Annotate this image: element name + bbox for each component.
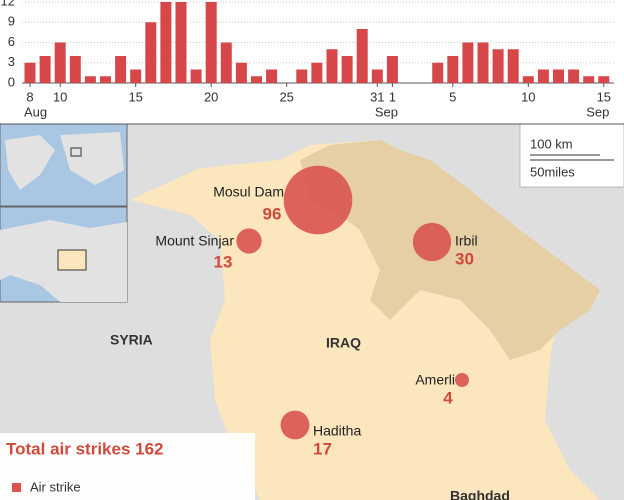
bar [341, 56, 353, 83]
x-tick-label: 10 [53, 89, 67, 104]
place-value: 17 [313, 439, 332, 458]
bar [522, 76, 534, 83]
legend-swatch [12, 483, 21, 492]
bar [537, 69, 549, 83]
bar [326, 49, 338, 83]
month-label: Sep [375, 104, 398, 119]
bar [266, 69, 278, 83]
x-tick-label: 25 [279, 89, 293, 104]
bar [115, 56, 127, 83]
scale-label: 100 km [530, 136, 573, 151]
bar [432, 62, 444, 83]
y-tick-label: 6 [8, 34, 15, 49]
y-tick-label: 3 [8, 54, 15, 69]
bar [220, 42, 232, 83]
bar [296, 69, 308, 83]
bar [39, 56, 51, 83]
bar [54, 42, 66, 83]
bar [462, 42, 474, 83]
bar [24, 62, 36, 83]
chart-background [0, 0, 624, 124]
bar [447, 56, 459, 83]
strike-bubble [455, 373, 469, 387]
bar [371, 69, 383, 83]
bar [553, 69, 564, 83]
inset-land [5, 132, 124, 190]
place-value: 13 [214, 252, 233, 271]
bar [145, 22, 157, 83]
kurdistan-area [300, 140, 600, 360]
bar [84, 76, 96, 83]
inset-marker [70, 147, 82, 157]
x-tick-label: 15 [597, 89, 611, 104]
x-tick-label: 8 [26, 89, 33, 104]
bar [598, 76, 610, 83]
legend-label: Air strike [30, 479, 81, 494]
bar [205, 2, 217, 83]
bar [69, 56, 81, 83]
bar [100, 76, 111, 83]
bar [492, 49, 504, 83]
bar [386, 56, 398, 83]
y-tick-label: 12 [1, 0, 15, 8]
place-label: Irbil [455, 233, 478, 249]
bar [583, 76, 595, 83]
place-label: Amerli [415, 372, 455, 388]
country-label: IRAQ [326, 335, 361, 351]
country-label: SYRIA [110, 332, 153, 348]
bar [190, 69, 202, 83]
place-label: Mount Sinjar [155, 233, 234, 249]
bar [477, 42, 489, 83]
bar [251, 76, 262, 83]
total-label: Total air strikes 162 [6, 439, 164, 458]
strike-bubble [283, 165, 353, 235]
bar [235, 62, 247, 83]
legend-box [0, 433, 255, 500]
strike-bubble [280, 410, 310, 440]
bar [175, 2, 187, 83]
place-value: 4 [443, 388, 453, 407]
place-label: Mosul Dam [213, 184, 284, 200]
y-tick-label: 0 [8, 74, 15, 89]
x-tick-label: 5 [449, 89, 456, 104]
x-tick-label: 1 [389, 89, 396, 104]
inset-marker [57, 249, 87, 271]
scale-label: 50miles [530, 164, 575, 179]
bar [160, 2, 172, 83]
month-label: Sep [586, 104, 609, 119]
bar [311, 62, 323, 83]
x-tick-label: 31 [370, 89, 384, 104]
bar [130, 69, 142, 83]
bar [507, 49, 519, 83]
x-tick-label: 10 [521, 89, 535, 104]
place-value: 96 [263, 204, 282, 223]
bar [568, 69, 580, 83]
x-tick-label: 15 [128, 89, 142, 104]
month-label: Aug [24, 104, 47, 119]
y-tick-label: 9 [8, 14, 15, 29]
place-label: Haditha [313, 423, 361, 439]
x-tick-label: 20 [204, 89, 218, 104]
strike-bubble [412, 222, 452, 262]
strike-bubble [236, 228, 262, 254]
city-label: Baghdad [450, 488, 510, 500]
bar [356, 29, 368, 83]
place-value: 30 [455, 249, 474, 268]
